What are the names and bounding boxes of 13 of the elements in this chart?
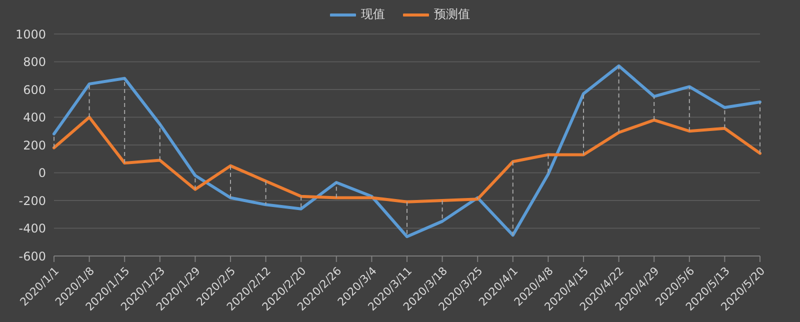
y-tick-label: 400 (23, 110, 46, 125)
y-tick-label: -600 (18, 249, 46, 264)
y-tick-label: 0 (38, 166, 46, 180)
y-tick-label: 1000 (15, 27, 46, 42)
y-tick-label: -400 (18, 222, 46, 236)
legend-label: 预测值 (434, 6, 470, 23)
y-tick-label: 200 (23, 138, 46, 152)
line-series (52, 116, 762, 204)
line-series (52, 64, 762, 238)
legend-label: 现值 (361, 6, 385, 23)
y-tick-label: 800 (23, 55, 46, 70)
y-tick-label: 600 (23, 82, 46, 97)
y-tick-label: -200 (18, 194, 46, 208)
